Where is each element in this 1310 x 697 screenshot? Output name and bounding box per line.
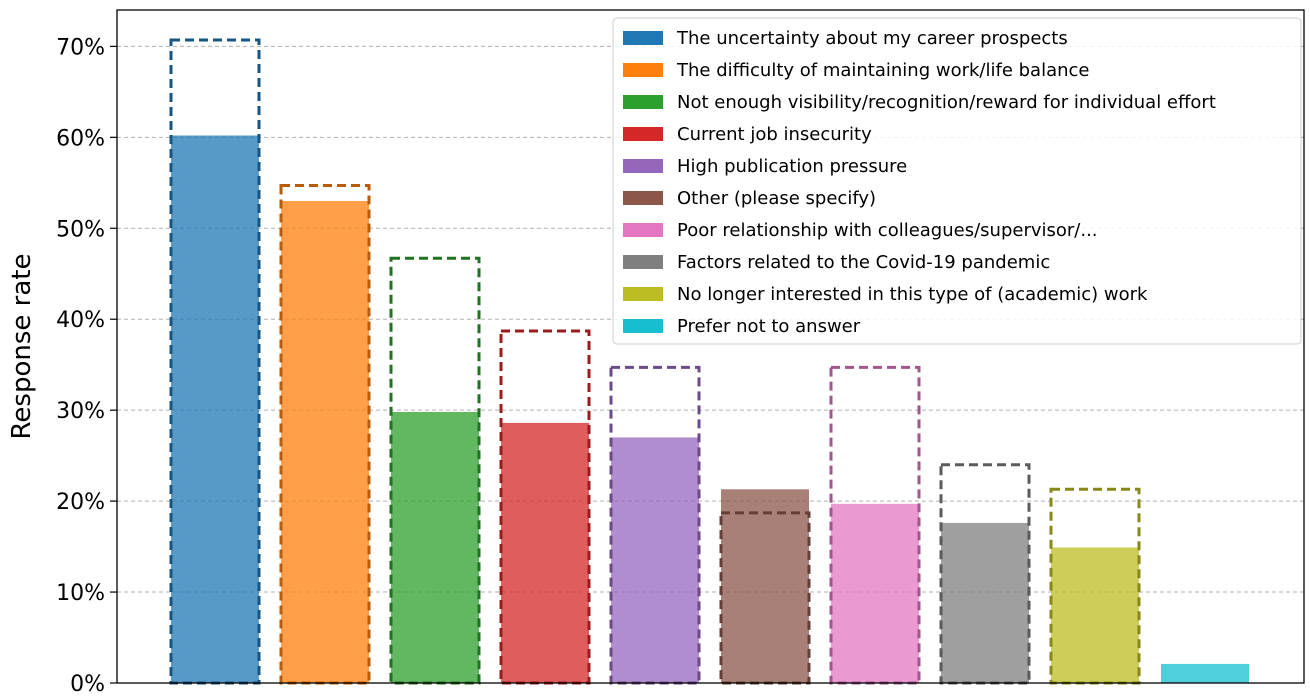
legend-swatch bbox=[623, 63, 663, 77]
legend-entry: No longer interested in this type of (ac… bbox=[677, 284, 1148, 305]
bar-filled bbox=[1161, 663, 1249, 683]
legend-entry: Not enough visibility/recognition/reward… bbox=[677, 92, 1216, 113]
bar-filled bbox=[391, 411, 479, 683]
bar-dashed-outline bbox=[609, 365, 701, 685]
legend-swatch bbox=[623, 287, 663, 301]
bars bbox=[171, 135, 1249, 684]
bar-filled bbox=[1051, 547, 1139, 683]
y-tick-label: 60% bbox=[56, 126, 105, 151]
bar-dashed-outline bbox=[389, 256, 481, 685]
bar-dashed-outline bbox=[829, 365, 921, 685]
y-tick-label: 70% bbox=[56, 35, 105, 60]
y-axis-label: Response rate bbox=[7, 254, 37, 440]
axes: 0% 10% 20% 30% 40% 50% 60% 70% bbox=[56, 9, 1305, 697]
bar-filled bbox=[831, 503, 919, 683]
bar-filled bbox=[721, 489, 809, 683]
y-tick-label: 50% bbox=[56, 217, 105, 242]
plot-frame bbox=[116, 9, 1305, 684]
legend-swatch bbox=[623, 95, 663, 109]
legend-swatch bbox=[623, 31, 663, 45]
y-tick-label: 20% bbox=[56, 490, 105, 515]
bar-filled bbox=[171, 135, 259, 684]
legend-entry: Poor relationship with colleagues/superv… bbox=[677, 220, 1098, 241]
y-tick-label: 0% bbox=[70, 672, 105, 693]
legend-entry: High publication pressure bbox=[677, 156, 907, 177]
legend-swatch bbox=[623, 223, 663, 237]
bar-dashed-outline bbox=[279, 184, 371, 685]
legend-swatch bbox=[623, 319, 663, 333]
bar-filled bbox=[281, 200, 369, 683]
legend-swatch bbox=[623, 159, 663, 173]
legend-entry: Current job insecurity bbox=[677, 124, 872, 145]
legend-swatch bbox=[623, 127, 663, 141]
legend-entry: Other (please specify) bbox=[677, 188, 876, 209]
legend-entry: The uncertainty about my career prospect… bbox=[676, 28, 1068, 49]
bar-filled bbox=[611, 437, 699, 683]
legend-entry: The difficulty of maintaining work/life … bbox=[676, 60, 1090, 81]
legend-entry: Prefer not to answer bbox=[677, 316, 861, 337]
legend: The uncertainty about my career prospect… bbox=[612, 17, 1302, 345]
legend-entry: Factors related to the Covid-19 pandemic bbox=[677, 252, 1050, 273]
y-tick-label: 10% bbox=[56, 581, 105, 606]
bar-filled bbox=[501, 422, 589, 683]
y-tick-label: 40% bbox=[56, 308, 105, 333]
legend-swatch bbox=[623, 191, 663, 205]
y-tick-label: 30% bbox=[56, 399, 105, 424]
bar-filled bbox=[941, 522, 1029, 683]
legend-swatch bbox=[623, 255, 663, 269]
legend-box bbox=[612, 17, 1302, 345]
